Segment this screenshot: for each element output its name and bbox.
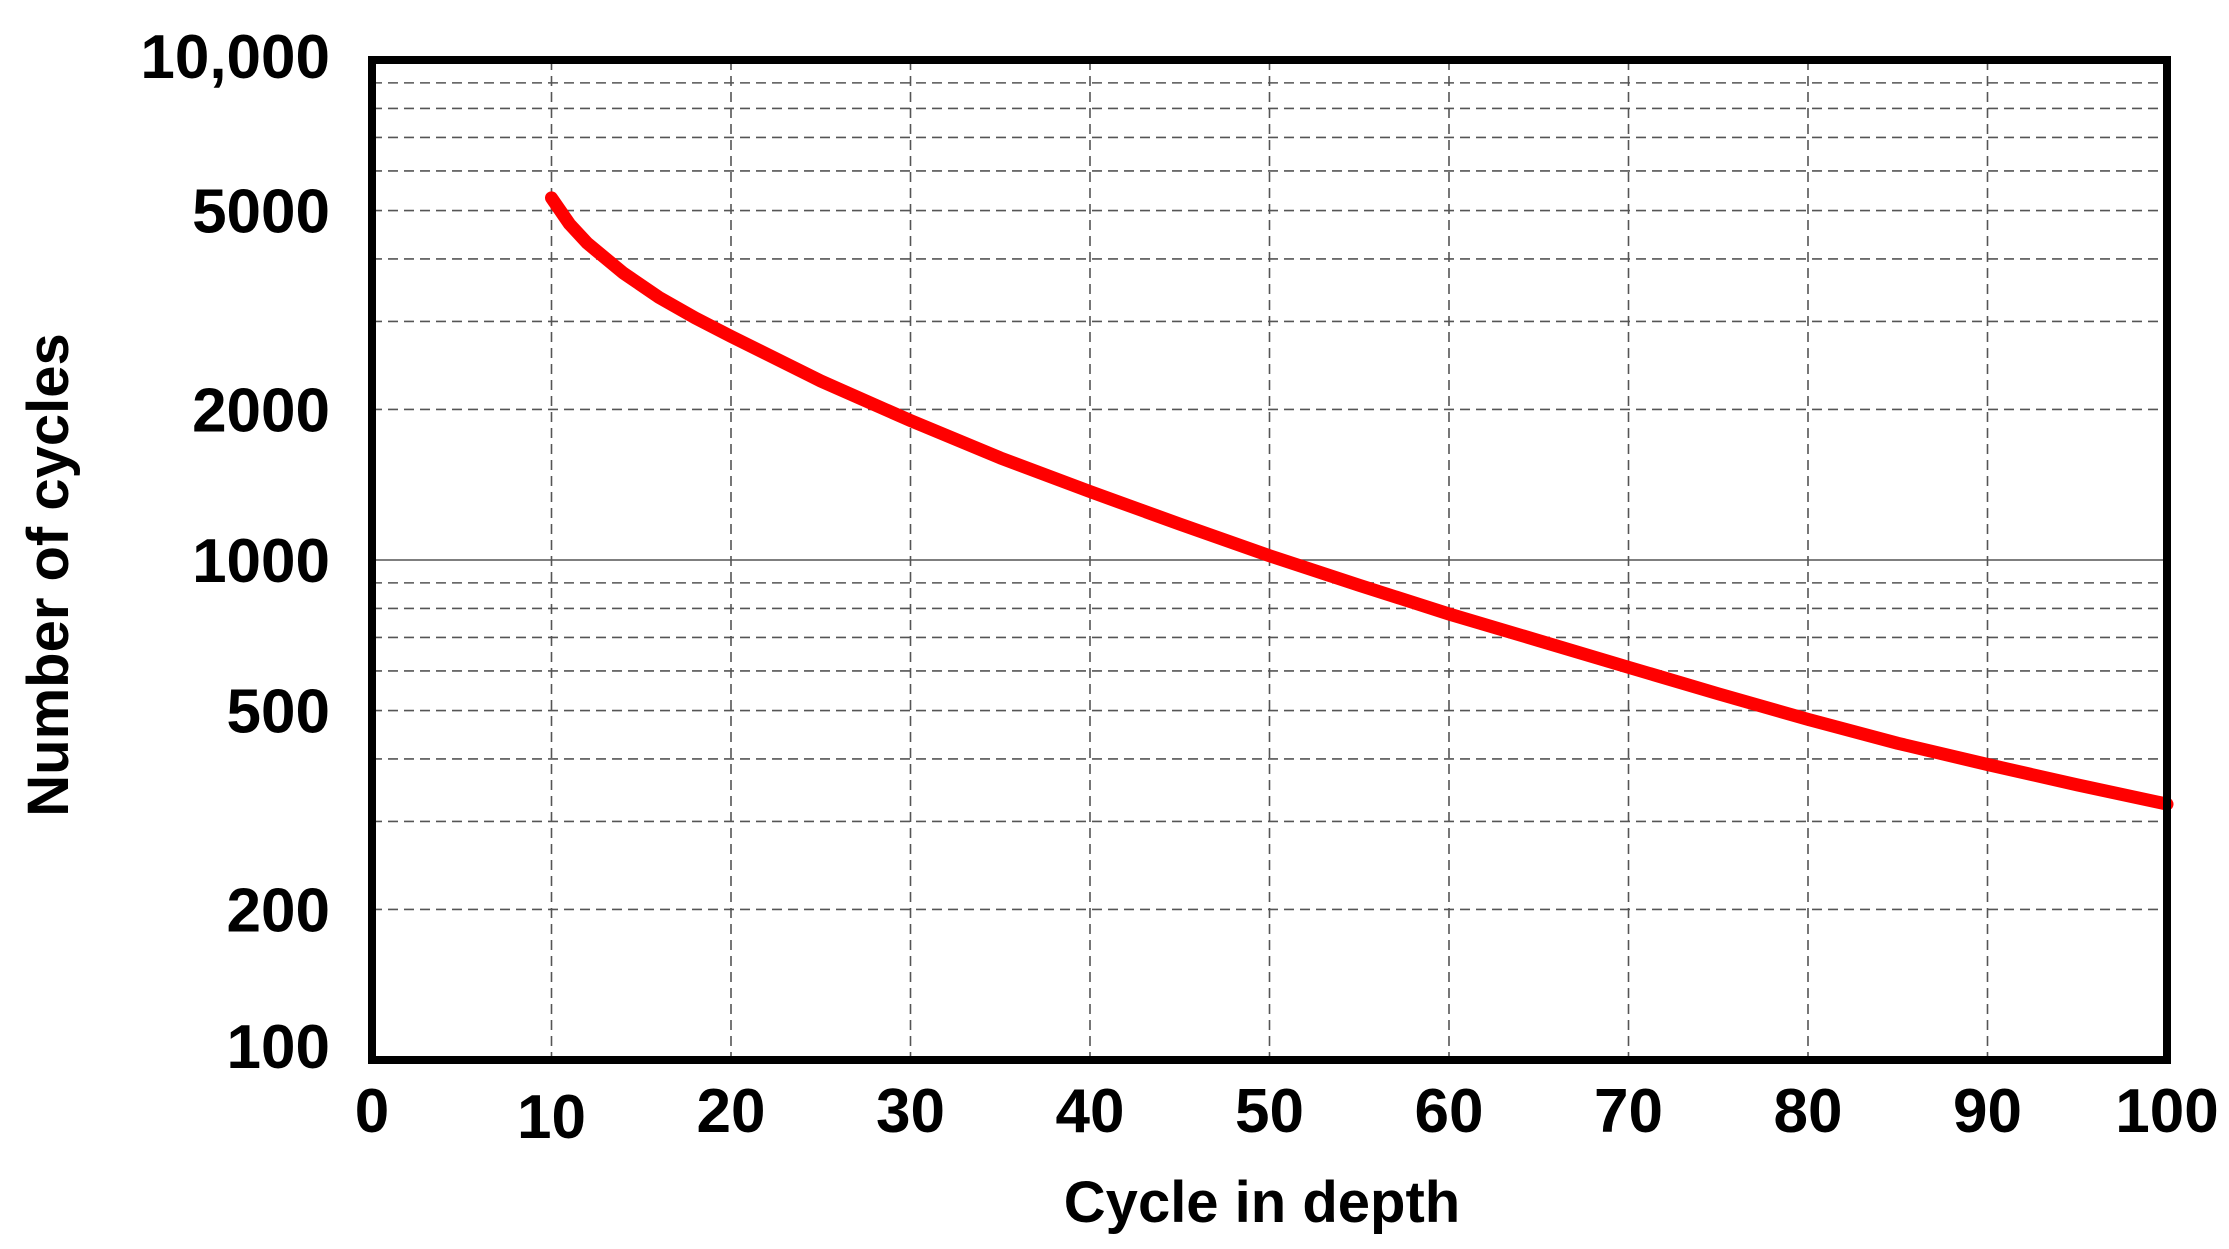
y-axis-title: Number of cycles (16, 333, 81, 817)
x-tick-label: 50 (1235, 1077, 1304, 1146)
series-layer (545, 191, 2174, 811)
x-tick-label: 20 (697, 1077, 766, 1146)
x-tick-label: 70 (1594, 1077, 1663, 1146)
x-tick-label: 10 (517, 1083, 586, 1152)
y-tick-label: 5000 (192, 178, 330, 247)
plot-frame (368, 56, 2171, 1064)
y-tick-label: 10,000 (140, 23, 330, 92)
series-line-cycle-life (545, 191, 2174, 811)
x-tick-label: 40 (1056, 1077, 1125, 1146)
y-axis-ticks: 100 200 500 1000 2000 5000 10,000 (140, 23, 330, 1082)
y-tick-label: 500 (227, 678, 330, 747)
y-tick-label: 1000 (192, 527, 330, 596)
x-tick-label: 30 (876, 1077, 945, 1146)
x-tick-label: 60 (1415, 1077, 1484, 1146)
x-tick-label: 80 (1774, 1077, 1843, 1146)
y-tick-label: 200 (227, 876, 330, 945)
y-tick-label: 2000 (192, 376, 330, 445)
x-tick-label: 90 (1953, 1077, 2022, 1146)
y-tick-label: 100 (227, 1013, 330, 1082)
x-axis-title: Cycle in depth (1064, 1170, 1460, 1235)
x-tick-label: 0 (355, 1077, 389, 1146)
x-axis-ticks: 0 10 20 30 40 50 60 70 80 90 100 (355, 1077, 2219, 1152)
x-tick-label: 100 (2115, 1077, 2218, 1146)
gridlines (372, 60, 2167, 1060)
